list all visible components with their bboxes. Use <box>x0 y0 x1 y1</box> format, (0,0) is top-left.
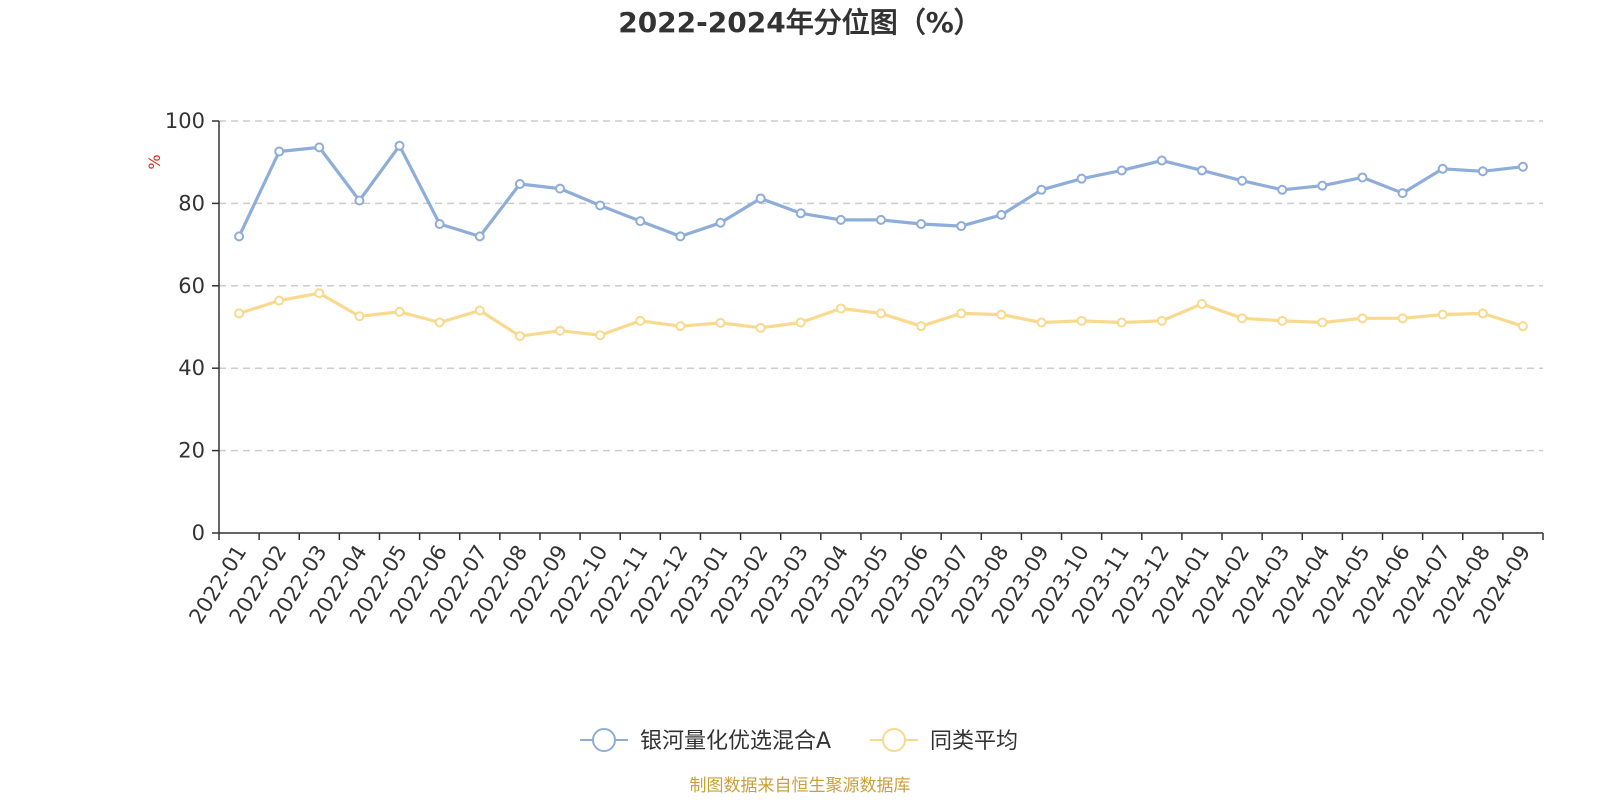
chart-title: 2022-2024年分位图（%） <box>618 6 982 39</box>
data-point[interactable] <box>795 317 806 328</box>
data-point[interactable] <box>1317 317 1328 328</box>
data-point[interactable] <box>1237 313 1248 324</box>
data-point[interactable] <box>1357 313 1368 324</box>
data-point[interactable] <box>1277 315 1288 326</box>
source-note: 制图数据来自恒生聚源数据库 <box>690 776 911 796</box>
data-point[interactable] <box>1437 163 1448 174</box>
legend-label: 同类平均 <box>930 729 1018 754</box>
data-point[interactable] <box>996 209 1007 220</box>
data-point[interactable] <box>1397 188 1408 199</box>
data-point[interactable] <box>1116 317 1127 328</box>
y-tick-label: 0 <box>192 521 205 545</box>
y-tick-label: 100 <box>165 109 205 133</box>
y-tick-label: 20 <box>178 439 205 463</box>
data-point[interactable] <box>555 183 566 194</box>
data-point[interactable] <box>675 231 686 242</box>
data-point[interactable] <box>434 317 445 328</box>
data-point[interactable] <box>876 308 886 319</box>
data-point[interactable] <box>635 216 646 227</box>
legend-item-1[interactable]: 同类平均 <box>870 728 1018 754</box>
data-point[interactable] <box>1477 308 1488 319</box>
data-point[interactable] <box>1277 184 1288 195</box>
legend-circle-icon <box>882 728 906 752</box>
legend-item-0[interactable]: 银河量化优选混合A <box>580 728 831 754</box>
data-point[interactable] <box>1237 175 1248 186</box>
data-point[interactable] <box>234 308 245 319</box>
data-point[interactable] <box>595 330 606 341</box>
y-axis-unit: % <box>145 154 164 169</box>
legend-circle-icon <box>592 728 616 752</box>
data-point[interactable] <box>916 219 927 229</box>
series-lines <box>234 140 1528 342</box>
data-point[interactable] <box>675 321 686 332</box>
data-point[interactable] <box>715 317 726 328</box>
data-point[interactable] <box>274 295 285 306</box>
y-tick-label: 80 <box>178 191 205 215</box>
data-point[interactable] <box>314 142 325 153</box>
y-tick-label: 40 <box>178 356 205 380</box>
data-point[interactable] <box>1477 166 1488 177</box>
data-point[interactable] <box>795 208 806 219</box>
data-point[interactable] <box>1036 317 1047 328</box>
data-point[interactable] <box>1317 180 1328 191</box>
grid-lines <box>219 120 1543 452</box>
data-point[interactable] <box>234 231 245 242</box>
data-point[interactable] <box>474 305 485 316</box>
data-point[interactable] <box>1076 173 1087 184</box>
data-point[interactable] <box>835 214 846 225</box>
data-point[interactable] <box>1116 165 1127 176</box>
data-point[interactable] <box>555 325 566 336</box>
data-point[interactable] <box>1156 155 1167 166</box>
data-point[interactable] <box>514 331 525 342</box>
data-point[interactable] <box>1076 315 1087 326</box>
data-point[interactable] <box>635 315 646 326</box>
data-point[interactable] <box>394 140 405 151</box>
data-point[interactable] <box>1437 309 1448 320</box>
series-0 <box>234 140 1528 242</box>
data-point[interactable] <box>996 309 1007 320</box>
data-point[interactable] <box>835 303 846 314</box>
data-point[interactable] <box>715 217 726 228</box>
data-point[interactable] <box>1357 172 1368 183</box>
data-point[interactable] <box>1156 315 1167 326</box>
legend: 银河量化优选混合A 同类平均 <box>580 728 1018 754</box>
data-point[interactable] <box>956 308 967 319</box>
data-point[interactable] <box>354 195 365 206</box>
data-point[interactable] <box>956 221 967 232</box>
data-point[interactable] <box>474 231 485 242</box>
data-point[interactable] <box>434 219 445 229</box>
data-point[interactable] <box>755 322 766 333</box>
data-point[interactable] <box>514 179 525 190</box>
data-point[interactable] <box>1397 313 1408 324</box>
data-point[interactable] <box>274 146 285 157</box>
y-tick-label: 60 <box>178 274 205 298</box>
data-point[interactable] <box>916 321 927 332</box>
data-point[interactable] <box>1517 321 1528 332</box>
series-1 <box>234 288 1528 342</box>
data-point[interactable] <box>354 311 365 322</box>
data-point[interactable] <box>1036 184 1047 195</box>
data-point[interactable] <box>314 288 325 299</box>
data-point[interactable] <box>394 306 405 317</box>
data-point[interactable] <box>755 193 766 204</box>
data-point[interactable] <box>595 200 606 211</box>
data-point[interactable] <box>876 214 886 225</box>
data-point[interactable] <box>1196 298 1207 309</box>
data-point[interactable] <box>1517 161 1528 172</box>
legend-label: 银河量化优选混合A <box>640 729 831 754</box>
data-point[interactable] <box>1196 165 1207 176</box>
